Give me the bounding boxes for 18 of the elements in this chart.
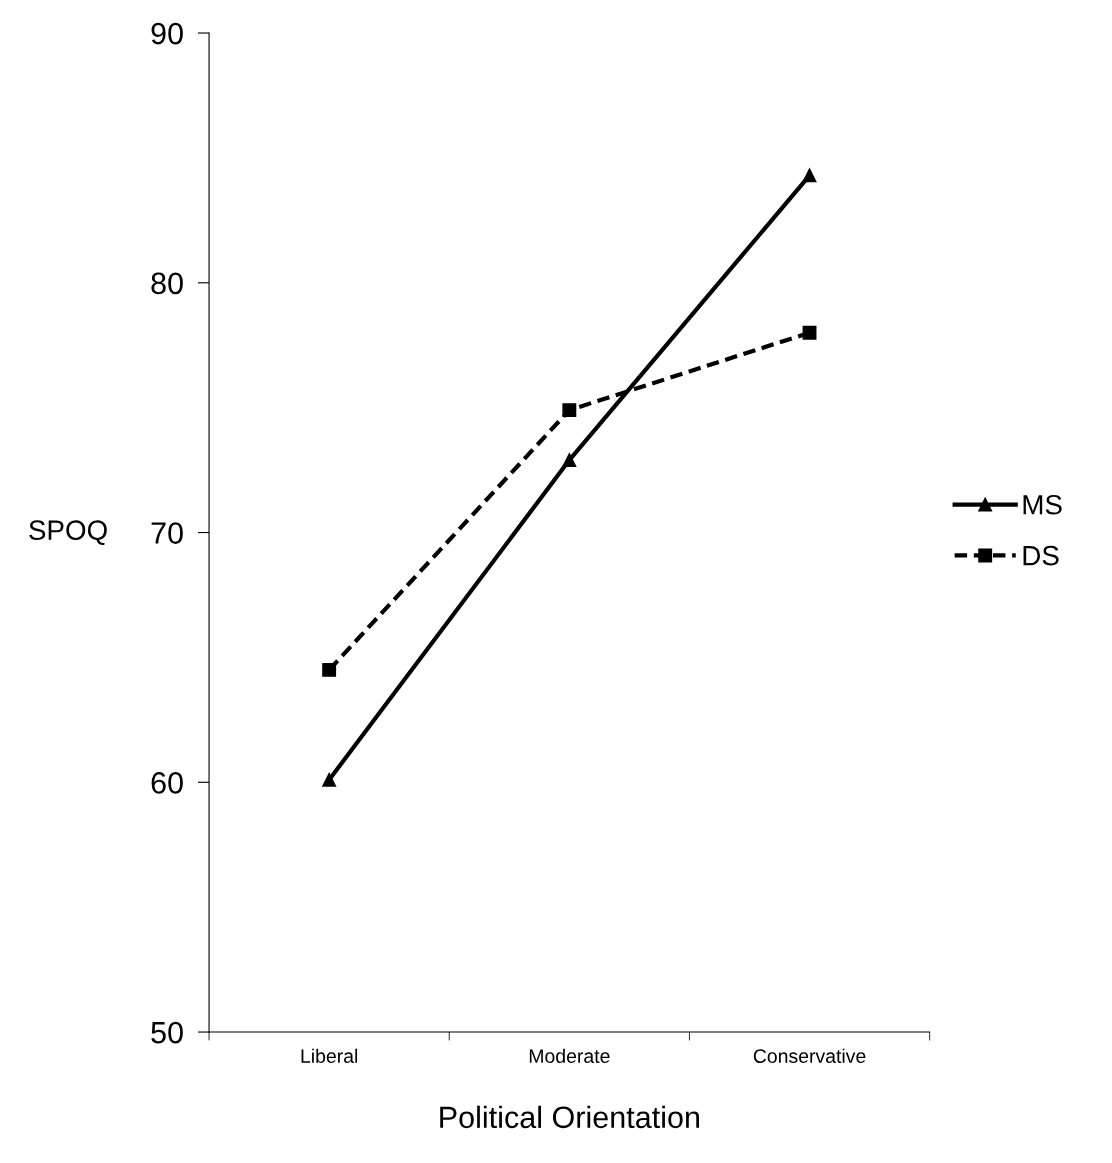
point bbox=[562, 453, 577, 468]
x-tick-label: Liberal bbox=[301, 1048, 358, 1063]
legend-label: DS bbox=[1023, 545, 1059, 566]
y-tick-label: 80 bbox=[151, 272, 183, 295]
y-tick-label: 90 bbox=[151, 22, 183, 45]
y-tick-label: 70 bbox=[151, 522, 183, 544]
y-tick-label: 50 bbox=[151, 1021, 183, 1044]
legend-label: MS bbox=[1023, 494, 1062, 515]
x-tick-label: Conservative bbox=[753, 1048, 866, 1063]
point bbox=[322, 772, 337, 787]
y-tick-label: 60 bbox=[151, 772, 183, 794]
x-axis-title: Political Orientation bbox=[440, 1105, 699, 1129]
point bbox=[802, 325, 817, 340]
point bbox=[322, 662, 337, 677]
y-axis-title: SPOQ bbox=[29, 520, 107, 545]
x-tick-label: Moderate bbox=[529, 1048, 610, 1063]
point bbox=[562, 403, 577, 418]
point bbox=[802, 168, 817, 183]
